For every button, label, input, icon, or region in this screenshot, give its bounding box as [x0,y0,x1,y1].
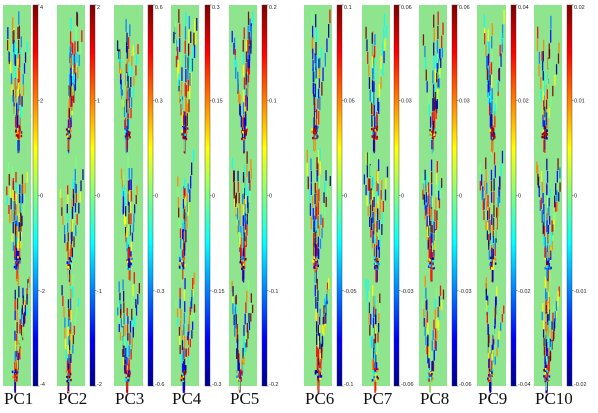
colorbar-tick-label: 0.04 [518,5,529,11]
colorbar-tick-label: 0 [97,194,100,200]
colorbar-tick-label: 0.3 [212,5,220,11]
colorbar-tick-label: -0.15 [212,289,225,295]
colorbar-tick-label: 1 [97,98,100,104]
colorbar-tick-label: 0.02 [518,98,529,104]
colorbar-tick-label: 0 [459,194,462,200]
colorbar-tick-label: 0 [155,194,158,200]
colorbar-tick-label: -0.3 [212,382,221,388]
colorbar-tick-label: 0 [401,194,404,200]
colorbar: 0.3 0.15 0 -0.15 -0.3 [204,4,225,388]
colorbar: 0.2 0.1 0 -0.1 -0.2 [261,4,278,388]
panel-label: PC7 [363,389,393,408]
colorbar-tick-label: -0.1 [344,382,353,388]
colorbar: 0.6 0.3 0 -0.3 -0.6 [147,4,164,388]
panel-6: 0.1 0.05 0 -0.05 -0.1 [304,4,357,394]
colorbar-tick-label: -0.3 [155,289,164,295]
colorbar-tick-label: -0.05 [344,289,357,295]
colorbar-tick-label: 0.05 [344,98,355,104]
colorbar-tick-label: 0.06 [401,5,412,11]
colorbar-tick-label: 0.3 [155,98,163,104]
panel-label: PC1 [4,389,34,408]
root-overlay [363,13,389,393]
panel-label: PC9 [478,389,508,408]
root-overlay [173,9,198,394]
panel-9: 0.04 0.02 0 -0.02 -0.04 [477,4,531,394]
root-overlay [479,10,505,394]
panel-label: PC2 [58,389,88,408]
panel-10: 0.02 0.01 0 -0.01 -0.02 [534,4,587,394]
colorbar-tick-label: 0 [269,194,272,200]
panel-label: PC8 [420,389,450,408]
root-overlay [116,19,140,394]
panel-label: PC5 [230,389,260,408]
colorbar-tick-label: 0.02 [574,5,585,11]
colorbar: 0.02 0.01 0 -0.01 -0.02 [566,4,587,388]
panel-label: PC4 [172,389,202,408]
colorbar-tick-label: -0.06 [401,382,414,388]
panel-5: 0.2 0.1 0 -0.1 -0.2 [229,4,278,393]
panel-label: PC10 [535,389,573,408]
colorbar-tick-label: 0 [344,194,347,200]
panel-1: 4 2 0 -2 -4 [3,4,45,394]
panel-label: PC6 [305,389,335,408]
panel-7: 0.06 0.03 0 -0.03 -0.06 [362,4,414,393]
panel-8: 0.06 0.03 0 -0.03 -0.06 [419,4,472,394]
colorbar-tick-label: -4 [40,382,45,388]
colorbar-tick-label: -0.2 [269,382,278,388]
colorbar-tick-label: 0.2 [269,5,277,11]
colorbar-tick-label: -0.01 [574,289,587,295]
root-overlay [421,11,445,394]
colorbar-tick-label: -0.6 [155,382,164,388]
root-overlay [536,15,561,394]
colorbar-tick-label: -0.02 [518,289,531,295]
colorbar: 2 1 0 -1 -2 [89,4,102,388]
colorbar-tick-label: -0.02 [574,382,587,388]
colorbar-tick-label: -0.03 [401,289,414,295]
root-overlay [231,11,254,393]
colorbar-tick-label: 0.6 [155,5,163,11]
colorbar-tick-label: -0.04 [518,382,531,388]
colorbar-tick-label: -0.03 [459,289,472,295]
panel-4: 0.3 0.15 0 -0.15 -0.3 [171,4,225,394]
panel-3: 0.6 0.3 0 -0.3 -0.6 [114,4,164,394]
colorbar: 0.06 0.03 0 -0.03 -0.06 [393,4,414,388]
colorbar-tick-label: 0 [574,194,577,200]
colorbar-tick-label: 0.01 [574,98,585,104]
colorbar-tick-label: 2 [97,5,100,11]
colorbar-tick-label: -2 [97,382,102,388]
colorbar-tick-label: 0.06 [459,5,470,11]
colorbar-tick-label: 0.15 [212,98,223,104]
colorbar: 0.1 0.05 0 -0.05 -0.1 [336,4,357,388]
panel-2: 2 1 0 -1 -2 [57,4,102,394]
colorbar-tick-label: 0.03 [459,98,470,104]
colorbar-tick-label: 0 [212,194,215,200]
colorbar-tick-label: 0 [518,194,521,200]
root-overlay [306,9,331,394]
colorbar-tick-label: 0.1 [344,5,352,11]
colorbar-tick-label: 4 [40,5,43,11]
colorbar-tick-label: -0.1 [269,289,278,295]
root-overlay [59,11,84,394]
colorbar-tick-label: 2 [40,98,43,104]
root-overlay [6,11,30,394]
colorbar-tick-label: 0 [40,194,43,200]
panel-label: PC3 [115,389,145,408]
colorbar: 0.04 0.02 0 -0.02 -0.04 [510,4,531,388]
colorbar-tick-label: 0.03 [401,98,412,104]
colorbar-tick-label: -2 [40,289,45,295]
colorbar-tick-label: -0.06 [459,382,472,388]
colorbar: 0.06 0.03 0 -0.03 -0.06 [451,4,472,388]
colorbar-tick-label: 0.1 [269,98,277,104]
colorbar: 4 2 0 -2 -4 [32,4,45,388]
colorbar-tick-label: -1 [97,289,102,295]
